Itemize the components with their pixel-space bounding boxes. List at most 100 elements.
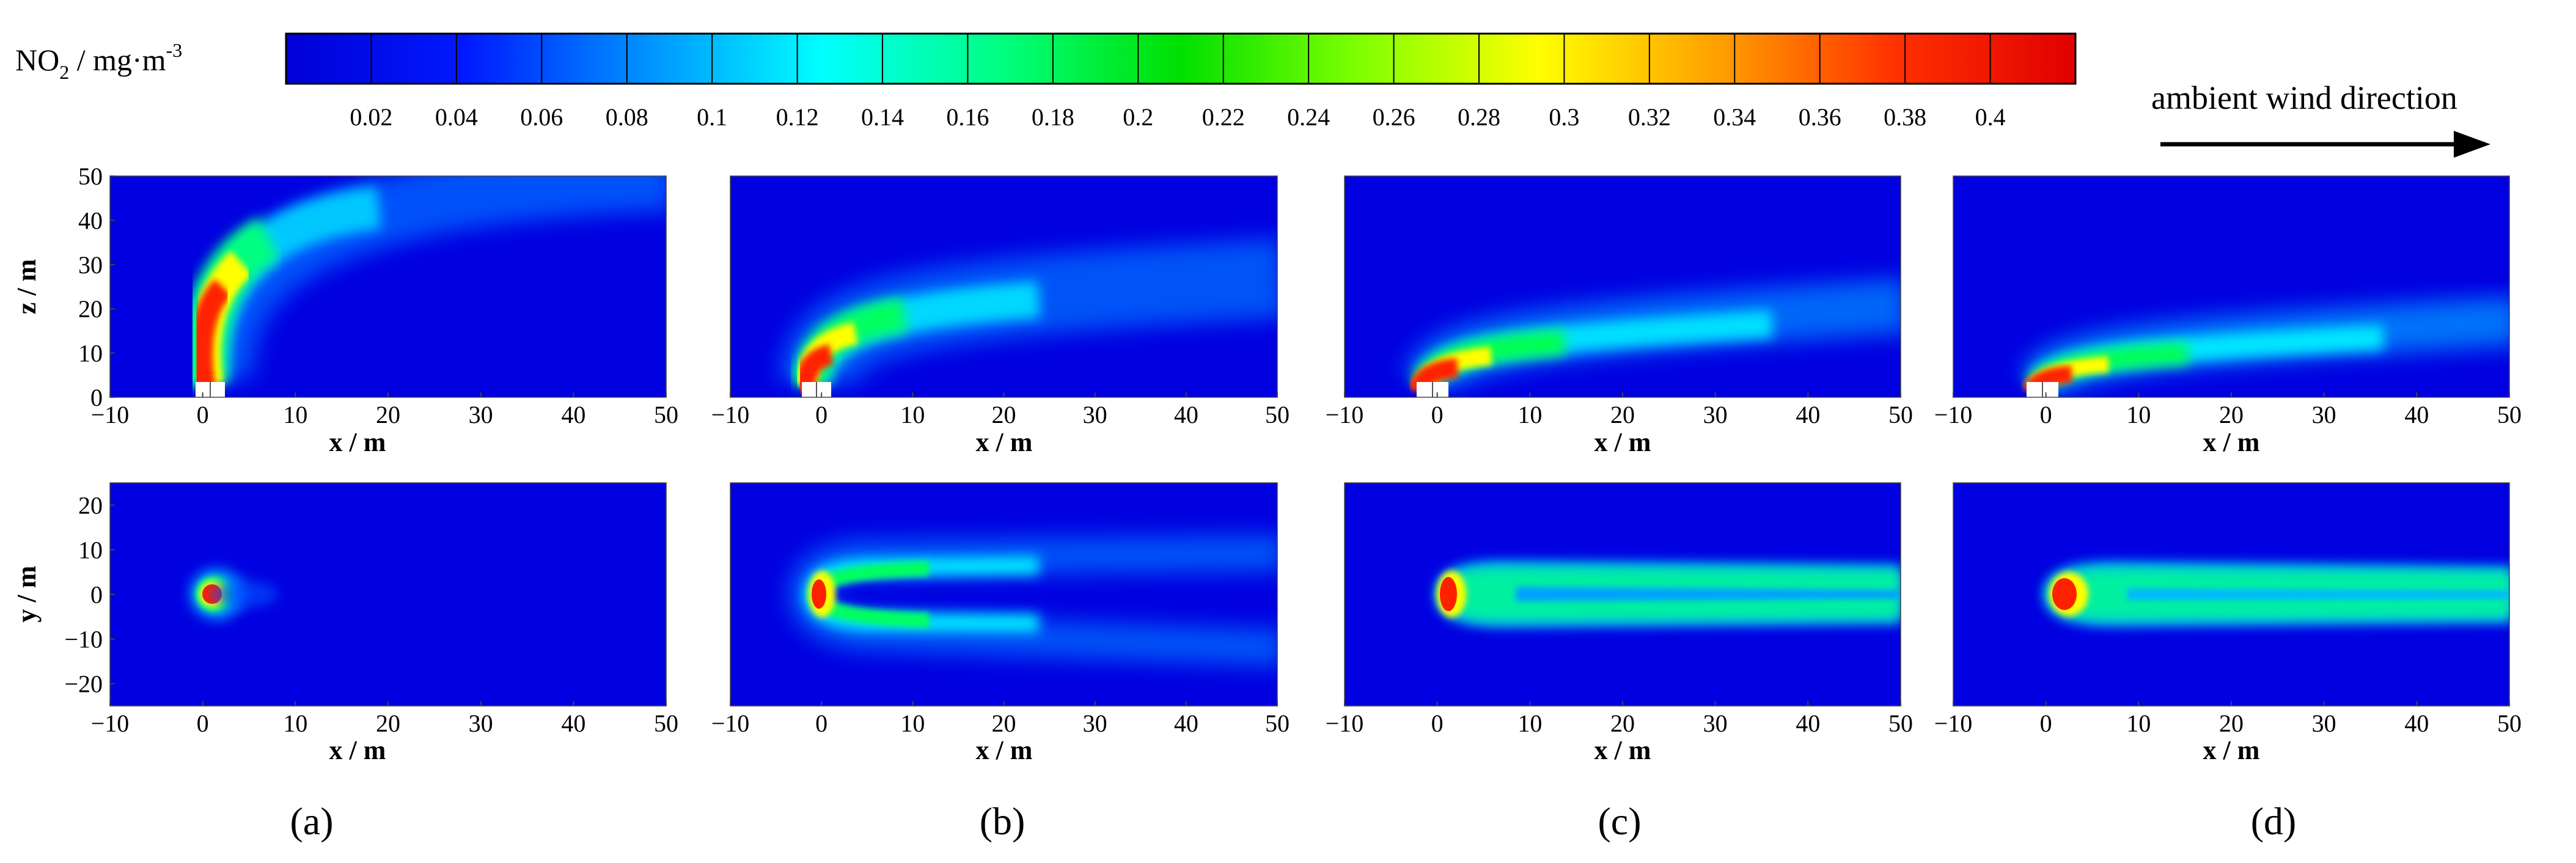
side-d-x-label: x / m — [2203, 427, 2260, 457]
panel-d-top — [1953, 482, 2510, 707]
colorbar-tick-label: 0.14 — [861, 103, 904, 131]
x-tick-label: 40 — [2404, 710, 2429, 737]
x-tick-label: 10 — [283, 401, 307, 428]
axis-labels: x / m x / m x / m x / m x / m x / m x / … — [12, 259, 2259, 765]
x-tick-label: 40 — [1174, 401, 1198, 428]
x-tick-label: 50 — [654, 710, 678, 737]
x-tick-label: 20 — [2219, 710, 2244, 737]
colorbar-tick-label: 0.12 — [776, 103, 819, 131]
x-tick-label: 50 — [1888, 401, 1913, 428]
panel-b-top-plume — [788, 535, 1277, 666]
x-tick-label: 50 — [1265, 401, 1290, 428]
top-c-x-label: x / m — [1594, 735, 1651, 765]
x-tick-label: 50 — [2497, 401, 2522, 428]
x-tick-label: 10 — [283, 710, 307, 737]
colorbar-tick-label: 0.08 — [606, 103, 648, 131]
x-tick-label: 0 — [2040, 710, 2052, 737]
x-tick-label: 40 — [1174, 710, 1198, 737]
y-tick-label: 50 — [78, 163, 103, 190]
x-tick-label: 20 — [1610, 710, 1635, 737]
colorbar-tick-label: 0.4 — [1975, 103, 2006, 131]
x-tick-label: 50 — [1265, 710, 1290, 737]
colorbar-tick-label: 0.02 — [350, 103, 392, 131]
x-tick-label: 20 — [992, 401, 1016, 428]
panel-label-a: (a) — [290, 799, 333, 843]
x-tick-label: 20 — [376, 710, 400, 737]
panel-a-top — [109, 482, 667, 707]
panel-d-top-plume — [2044, 562, 2509, 626]
x-tick-label: −10 — [1326, 401, 1364, 428]
top-y-label: y / m — [12, 566, 42, 623]
top-a-x-label: x / m — [329, 735, 386, 765]
panel-d-side — [1953, 175, 2510, 398]
x-tick-label: 40 — [1796, 401, 1820, 428]
colorbar-tick-label: 0.28 — [1458, 103, 1500, 131]
x-tick-label: 10 — [2126, 401, 2151, 428]
x-tick-label: 40 — [1796, 710, 1820, 737]
x-tick-label: 40 — [2404, 401, 2429, 428]
x-tick-label: 20 — [376, 401, 400, 428]
panel-label-b: (b) — [980, 799, 1026, 843]
side-a-x-label: x / m — [329, 427, 386, 457]
colorbar-tick-label: 0.34 — [1713, 103, 1756, 131]
y-tick-label: 10 — [78, 537, 103, 564]
panel-letters: (a) (b) (c) (d) — [290, 799, 2296, 843]
x-tick-label: 50 — [2497, 710, 2522, 737]
x-tick-label: 30 — [1703, 710, 1728, 737]
x-tick-label: 10 — [1517, 401, 1542, 428]
x-tick-label: 10 — [1517, 710, 1542, 737]
x-tick-label: 10 — [900, 401, 925, 428]
panel-label-c: (c) — [1598, 799, 1641, 843]
panel-c-side-plume — [1404, 278, 1901, 394]
y-tick-label: −20 — [64, 670, 103, 698]
x-tick-label: 10 — [900, 710, 925, 737]
panel-b-side — [730, 175, 1278, 398]
x-tick-label: 20 — [1610, 401, 1635, 428]
y-tick-label: 20 — [78, 295, 103, 323]
x-tick-label: 30 — [1083, 401, 1107, 428]
x-tick-label: 40 — [561, 710, 585, 737]
x-tick-label: −10 — [711, 710, 750, 737]
side-c-x-label: x / m — [1594, 427, 1651, 457]
x-tick-label: −10 — [711, 401, 750, 428]
x-tick-label: 0 — [2040, 401, 2052, 428]
side-b-x-label: x / m — [976, 427, 1033, 457]
colorbar-tick-label: 0.32 — [1628, 103, 1671, 131]
colorbar-tick-label: 0.04 — [435, 103, 478, 131]
panel-b-top — [730, 482, 1278, 707]
x-tick-label: 40 — [561, 401, 585, 428]
x-tick-label: 0 — [1431, 401, 1444, 428]
panel-a-top-plume — [189, 568, 278, 620]
colorbar-title: NO2 / mg·m-3 — [15, 39, 182, 83]
colorbar-bar — [285, 32, 2077, 85]
colorbar-tick-label: 0.22 — [1202, 103, 1245, 131]
colorbar: NO2 / mg·m-3 0.02 0.04 0.06 0.08 0.1 0.12 0.14… — [15, 32, 2077, 131]
x-tick-label: 0 — [197, 710, 209, 737]
top-d-x-label: x / m — [2203, 735, 2260, 765]
x-tick-label: 0 — [1431, 710, 1444, 737]
colorbar-tick-label: 0.24 — [1287, 103, 1330, 131]
x-tick-label: −10 — [1934, 401, 1973, 428]
x-tick-label: −10 — [1934, 710, 1973, 737]
x-tick-label: −10 — [91, 710, 130, 737]
panel-b-side-plume — [779, 238, 1277, 392]
panel-c-side — [1344, 175, 1901, 398]
colorbar-dividers — [370, 34, 1991, 84]
x-tick-label: 30 — [2312, 710, 2336, 737]
x-tick-label: 30 — [1703, 401, 1728, 428]
y-tick-label: 10 — [78, 340, 103, 367]
y-tick-label: 0 — [90, 581, 103, 609]
y-tick-label: 30 — [78, 251, 103, 279]
wind-direction-indicator: ambient wind direction — [2151, 79, 2490, 158]
x-tick-label: 0 — [197, 401, 209, 428]
colorbar-tick-label: 0.2 — [1123, 103, 1153, 131]
y-tick-label: −10 — [64, 626, 103, 653]
side-z-label: z / m — [12, 259, 42, 314]
colorbar-tick-label: 0.18 — [1032, 103, 1074, 131]
x-tick-label: 20 — [2219, 401, 2244, 428]
panel-a-side — [109, 175, 667, 398]
colorbar-tick-label: 0.3 — [1549, 103, 1579, 131]
y-tick-label: 20 — [78, 492, 103, 520]
